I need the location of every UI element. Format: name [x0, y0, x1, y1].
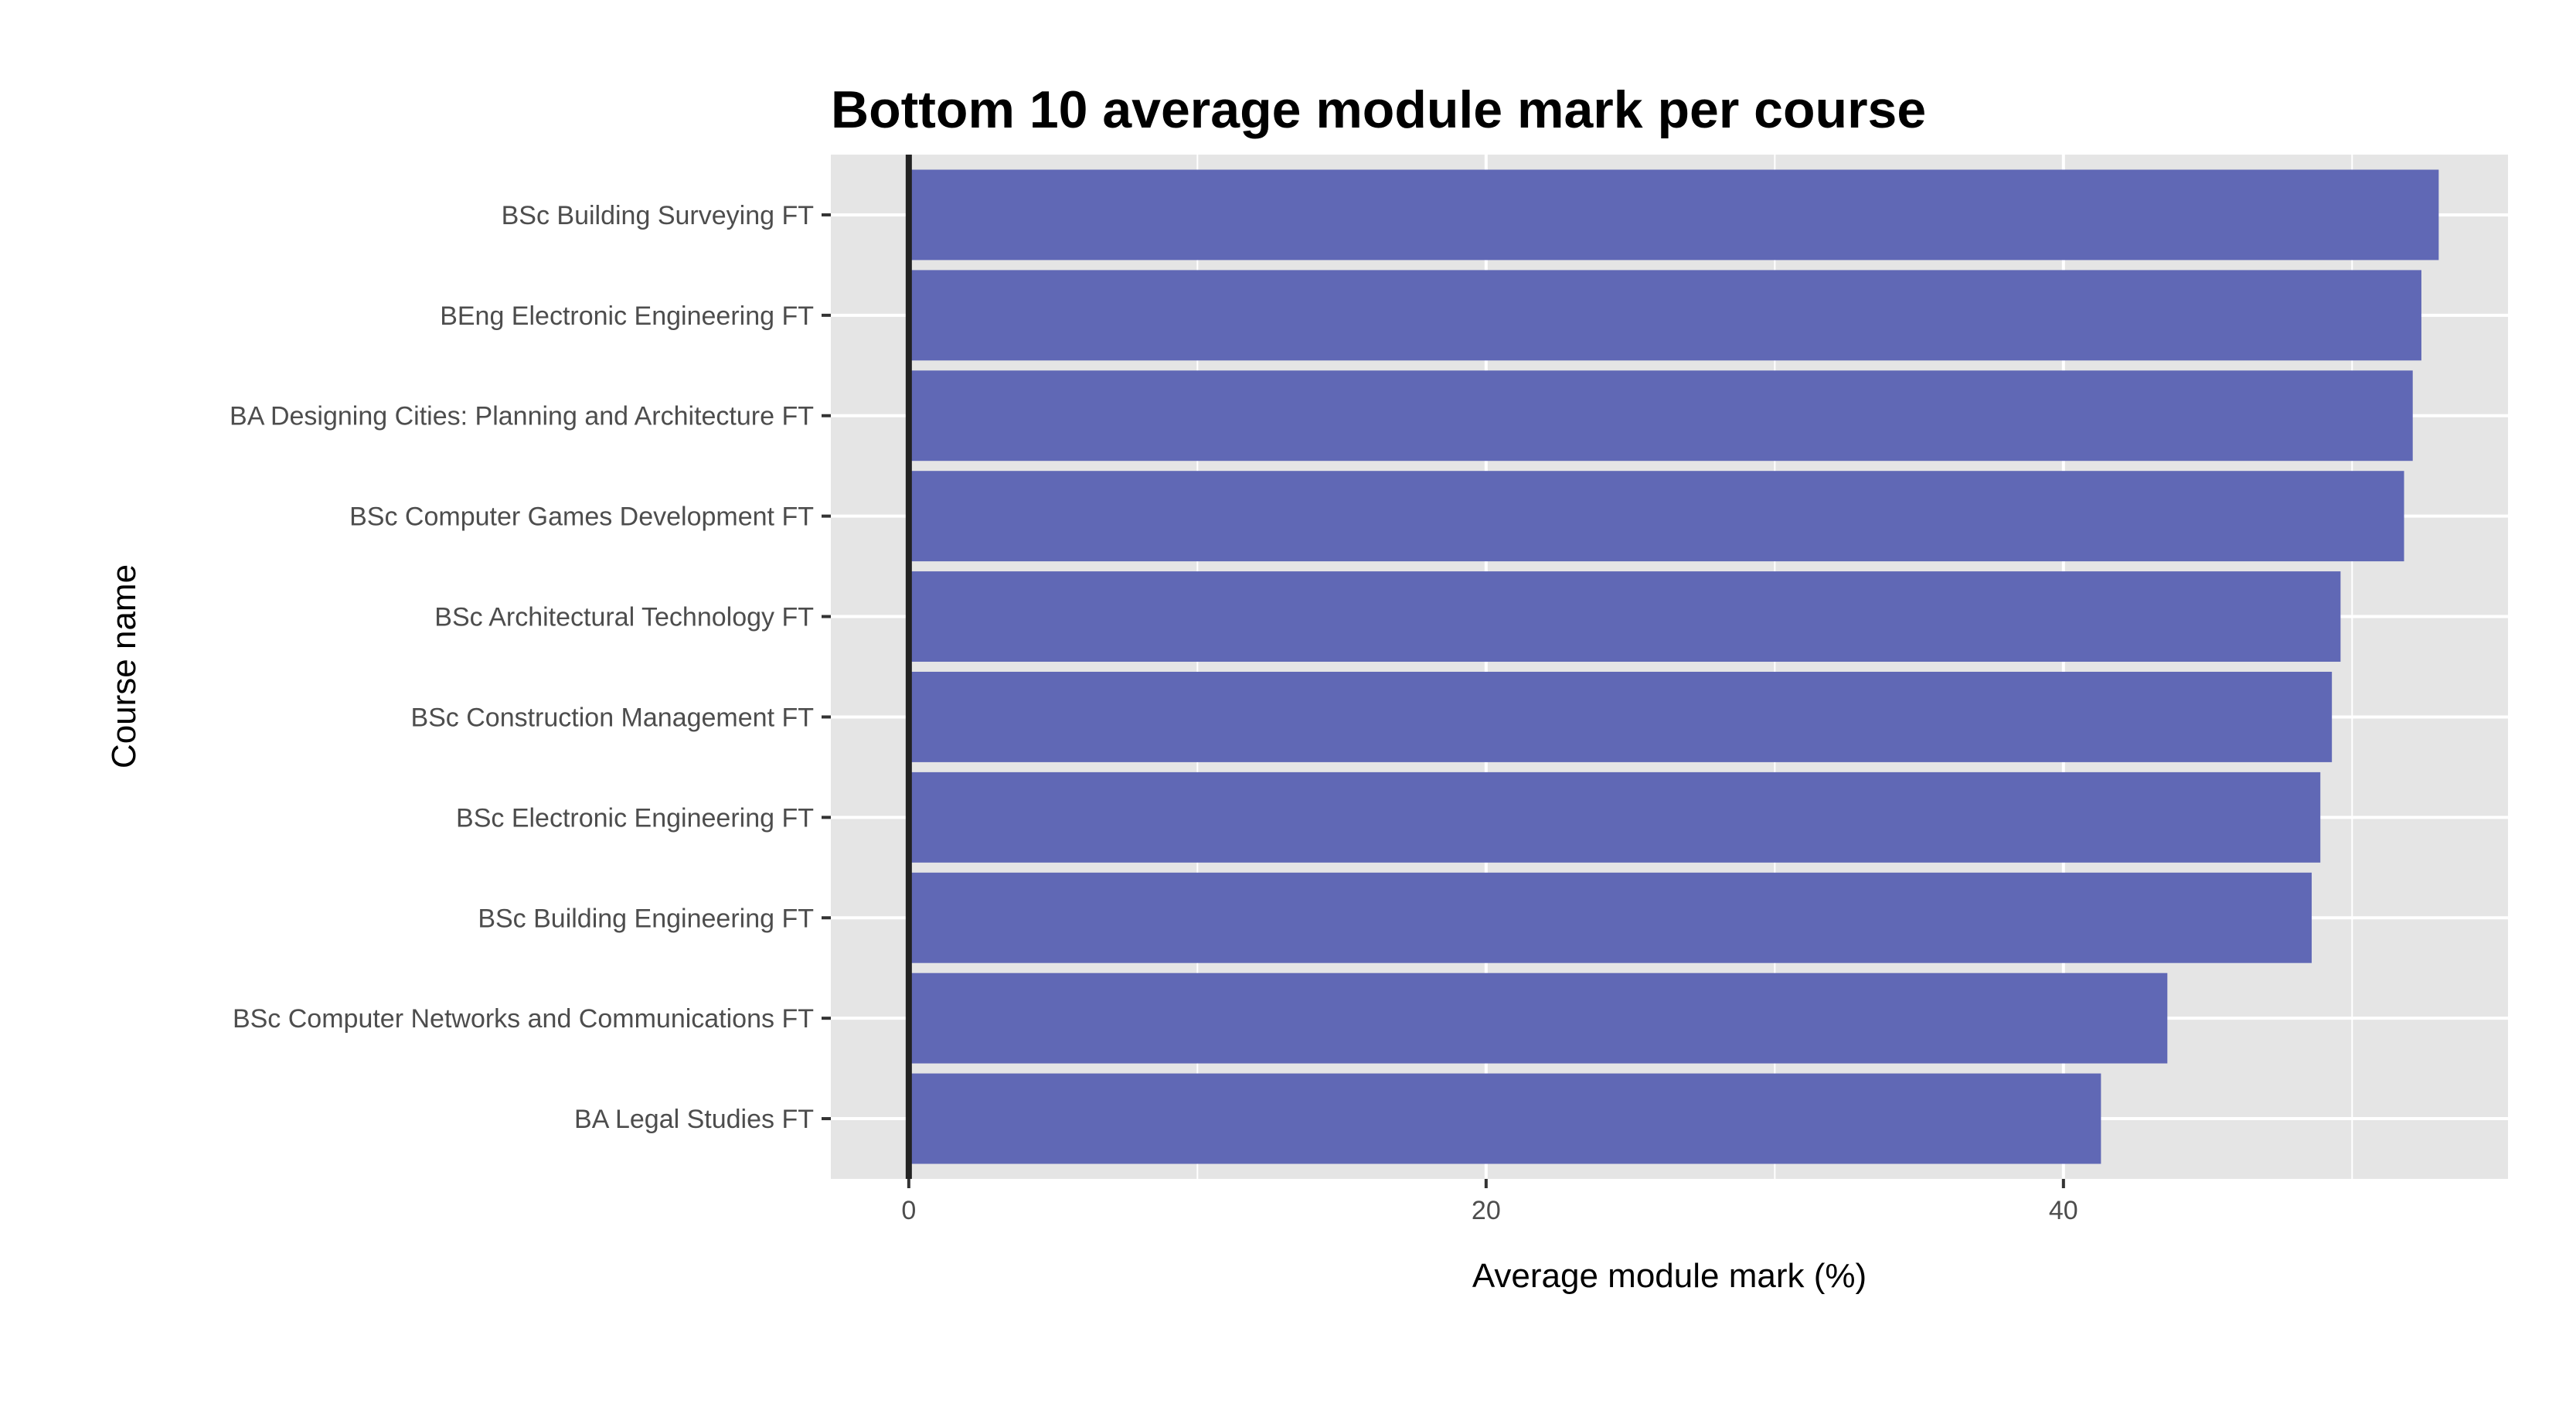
y-tick-label: BSc Computer Games Development FT — [349, 502, 814, 532]
bar — [908, 571, 2341, 663]
y-tick-label: BSc Computer Networks and Communications… — [233, 1004, 814, 1034]
y-axis: BSc Building Surveying FT BEng Electronic… — [230, 201, 831, 1134]
y-tick-label: BEng Electronic Engineering FT — [440, 301, 814, 331]
y-tick-label: BA Legal Studies FT — [574, 1105, 814, 1134]
bars — [908, 169, 2439, 1164]
bar — [908, 471, 2404, 562]
y-tick-label: BA Designing Cities: Planning and Archit… — [230, 402, 814, 431]
bar — [908, 671, 2333, 762]
y-tick-label: BSc Electronic Engineering FT — [456, 803, 814, 833]
chart-title: Bottom 10 average module mark per course — [831, 80, 1926, 139]
bar — [908, 772, 2321, 863]
bar — [908, 872, 2312, 963]
x-tick-label: 40 — [2049, 1196, 2078, 1225]
x-tick-label: 0 — [901, 1196, 916, 1225]
bar — [908, 1073, 2101, 1164]
bar — [908, 169, 2439, 261]
x-tick-label: 20 — [1472, 1196, 1501, 1225]
y-tick-label: BSc Architectural Technology FT — [434, 603, 814, 632]
bar — [908, 370, 2413, 462]
bar — [908, 972, 2168, 1064]
y-tick-label: BSc Construction Management FT — [410, 703, 814, 732]
y-tick-label: BSc Building Surveying FT — [502, 201, 814, 230]
x-axis-title: Average module mark (%) — [1472, 1257, 1866, 1295]
bar — [908, 270, 2421, 361]
y-axis-title: Course name — [105, 564, 143, 768]
y-tick-label: BSc Building Engineering FT — [478, 904, 814, 933]
x-axis: 0 20 40 — [901, 1179, 2078, 1225]
